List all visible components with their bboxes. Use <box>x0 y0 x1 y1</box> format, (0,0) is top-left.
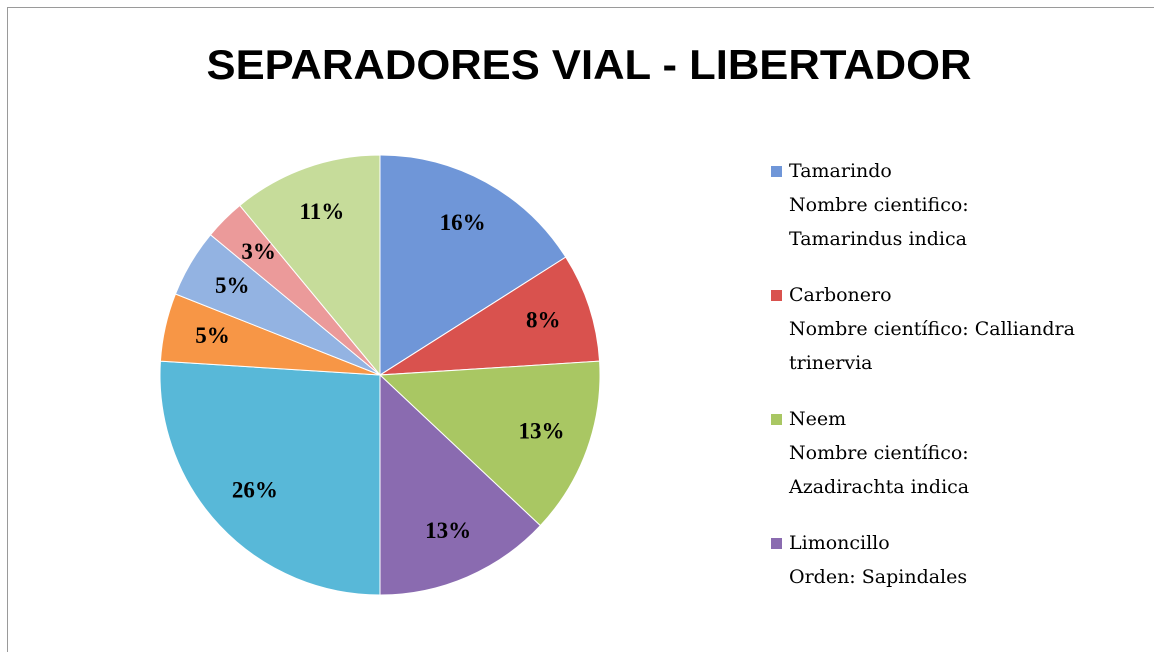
legend-marker <box>771 414 782 425</box>
data-label: 13% <box>425 518 471 543</box>
chart-border <box>7 7 1154 652</box>
legend-label: Limoncillo Orden: Sapindales <box>789 532 967 588</box>
pie-slice <box>379 154 567 376</box>
data-label: 8% <box>526 307 561 332</box>
legend-label: Neem Nombre científico: Azadirachta indica <box>788 408 969 498</box>
legend-marker <box>771 538 782 549</box>
pie-slice <box>159 360 381 596</box>
pie-slice <box>379 256 601 376</box>
legend-label: Tamarindo Nombre cientifico: Tamarindus in… <box>789 160 969 250</box>
legend-label: Carbonero Nombre científico: Calliandra tr… <box>789 284 1075 374</box>
data-label: 13% <box>518 418 564 443</box>
data-label: 5% <box>215 273 250 298</box>
data-label: 11% <box>300 199 345 224</box>
legend-marker <box>771 290 782 301</box>
data-label: 16% <box>440 210 486 235</box>
pie-slice <box>378 360 601 527</box>
chart-title: SEPARADORES VIAL - LIBERTADOR <box>207 41 972 88</box>
data-label: 5% <box>195 323 230 348</box>
data-label: 26% <box>232 478 278 503</box>
pie-slice <box>379 373 542 596</box>
pie-slice <box>239 154 381 377</box>
legend-marker <box>771 166 782 177</box>
data-label: 3% <box>241 239 276 264</box>
